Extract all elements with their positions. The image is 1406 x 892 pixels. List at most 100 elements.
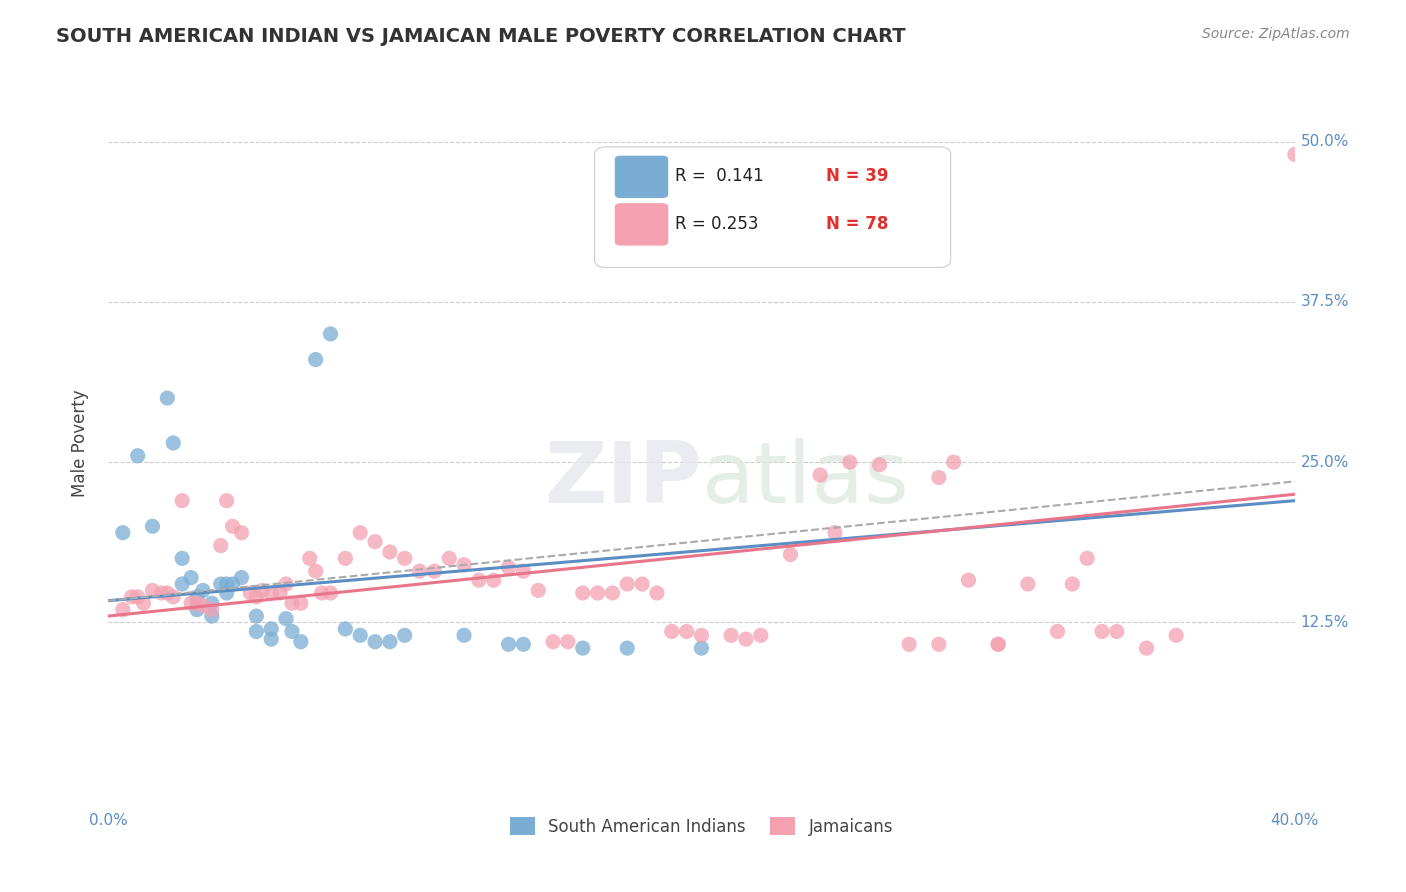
Point xyxy=(661,250,683,264)
Point xyxy=(498,560,520,574)
Text: 37.5%: 37.5% xyxy=(1301,294,1350,310)
Text: N = 78: N = 78 xyxy=(827,215,889,233)
Point xyxy=(1017,577,1039,591)
Text: R =  0.141: R = 0.141 xyxy=(675,167,763,186)
Point xyxy=(311,586,333,600)
FancyBboxPatch shape xyxy=(595,147,950,268)
Point xyxy=(221,519,243,533)
Point xyxy=(779,548,801,562)
Text: N = 39: N = 39 xyxy=(827,167,889,186)
Point xyxy=(1046,624,1069,639)
Point xyxy=(215,586,238,600)
Point xyxy=(191,583,214,598)
Point xyxy=(898,637,921,651)
Point xyxy=(928,470,950,484)
Point xyxy=(616,577,638,591)
Point xyxy=(215,493,238,508)
Point xyxy=(245,590,267,604)
Point xyxy=(180,571,202,585)
Y-axis label: Male Poverty: Male Poverty xyxy=(72,389,89,497)
Point xyxy=(274,612,297,626)
Point xyxy=(245,624,267,639)
Point xyxy=(482,573,505,587)
Point xyxy=(111,602,134,616)
Legend: South American Indians, Jamaicans: South American Indians, Jamaicans xyxy=(501,809,901,844)
Point xyxy=(201,602,224,616)
Point xyxy=(749,628,772,642)
Point xyxy=(260,632,283,647)
FancyBboxPatch shape xyxy=(614,156,668,198)
Point xyxy=(364,534,387,549)
Point xyxy=(231,571,253,585)
Point xyxy=(928,637,950,651)
Point xyxy=(186,590,208,604)
Point xyxy=(408,564,430,578)
Point xyxy=(824,525,846,540)
Point xyxy=(156,586,179,600)
Point xyxy=(260,586,283,600)
Point xyxy=(987,637,1010,651)
Point xyxy=(468,573,491,587)
Point xyxy=(186,602,208,616)
Point xyxy=(1284,147,1306,161)
Point xyxy=(1076,551,1098,566)
Point xyxy=(260,622,283,636)
Point xyxy=(439,551,461,566)
Point xyxy=(453,628,475,642)
Point xyxy=(281,624,304,639)
Point xyxy=(557,634,579,648)
Text: R = 0.253: R = 0.253 xyxy=(675,215,759,233)
Point xyxy=(201,609,224,624)
Text: ZIP: ZIP xyxy=(544,438,702,521)
Point xyxy=(319,326,342,341)
Point xyxy=(269,586,291,600)
Point xyxy=(132,596,155,610)
Point xyxy=(186,596,208,610)
Point xyxy=(453,558,475,572)
Point xyxy=(675,624,697,639)
Point xyxy=(209,539,232,553)
Point xyxy=(252,583,274,598)
Point xyxy=(631,577,654,591)
Point xyxy=(156,391,179,405)
FancyBboxPatch shape xyxy=(614,203,668,245)
Point xyxy=(720,628,742,642)
Point xyxy=(127,449,149,463)
Point xyxy=(527,583,550,598)
Text: Source: ZipAtlas.com: Source: ZipAtlas.com xyxy=(1202,27,1350,41)
Point xyxy=(571,586,593,600)
Point xyxy=(150,586,173,600)
Point xyxy=(541,634,564,648)
Point xyxy=(172,493,194,508)
Point xyxy=(808,468,831,483)
Point xyxy=(319,586,342,600)
Point xyxy=(141,583,163,598)
Point xyxy=(869,458,891,472)
Point xyxy=(1062,577,1084,591)
Point xyxy=(735,632,758,647)
Text: 50.0%: 50.0% xyxy=(1301,134,1350,149)
Point xyxy=(127,590,149,604)
Point xyxy=(239,586,262,600)
Point xyxy=(1135,641,1157,656)
Point xyxy=(191,599,214,613)
Point xyxy=(512,637,534,651)
Point xyxy=(349,525,371,540)
Point xyxy=(221,577,243,591)
Point xyxy=(1166,628,1188,642)
Point xyxy=(378,545,401,559)
Point xyxy=(172,577,194,591)
Point xyxy=(423,564,446,578)
Point xyxy=(364,634,387,648)
Point xyxy=(942,455,965,469)
Point xyxy=(209,577,232,591)
Point xyxy=(201,596,224,610)
Point xyxy=(690,641,713,656)
Point xyxy=(378,634,401,648)
Point xyxy=(172,551,194,566)
Point xyxy=(957,573,980,587)
Text: atlas: atlas xyxy=(702,438,910,521)
Point xyxy=(1105,624,1128,639)
Point xyxy=(602,586,624,600)
Point xyxy=(690,628,713,642)
